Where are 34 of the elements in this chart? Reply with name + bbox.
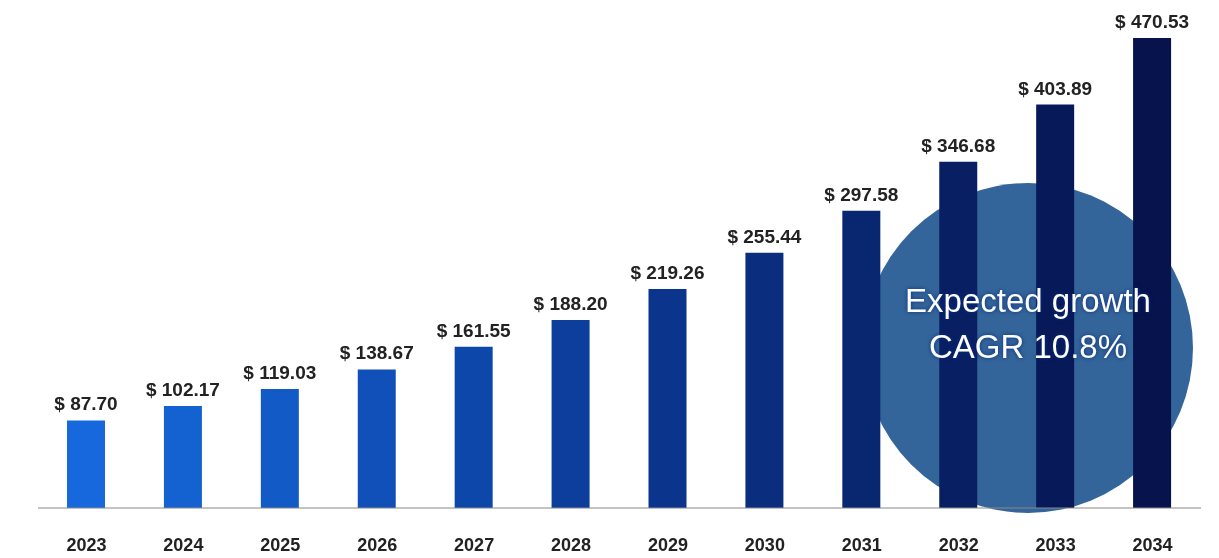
bar: [745, 252, 784, 508]
data-label: $ 297.58: [824, 183, 899, 205]
bar: [67, 420, 105, 508]
data-label: $ 102.17: [145, 378, 220, 400]
data-label: $ 403.89: [1018, 77, 1093, 99]
x-tick-label: 2030: [744, 534, 785, 555]
bar: [260, 389, 299, 508]
data-label: $ 87.70: [54, 393, 118, 415]
bar: [842, 210, 881, 508]
bar: [357, 369, 396, 508]
annotation: Expected growth CAGR 10.8%: [904, 281, 1152, 367]
x-tick-label: 2028: [551, 534, 592, 555]
bar: [648, 288, 687, 508]
data-label: $ 119.03: [243, 362, 317, 384]
data-label: $ 346.68: [921, 134, 996, 156]
x-tick-label: 2023: [66, 534, 107, 555]
x-tick-label: 2029: [647, 534, 688, 555]
x-tick-label: 2031: [841, 534, 882, 555]
bar: [454, 346, 493, 508]
bar: [163, 405, 202, 508]
x-tick-label: 2033: [1035, 534, 1076, 555]
data-label: $ 161.55: [436, 319, 512, 341]
x-tick-label: 2027: [454, 534, 495, 555]
x-tick-label: 2024: [163, 534, 204, 555]
data-label: $ 470.53: [1115, 11, 1190, 32]
x-tick-label: 2032: [938, 534, 979, 555]
x-tick-label: 2034: [1132, 534, 1173, 555]
data-label: $ 188.20: [533, 293, 608, 315]
x-tick-label: 2025: [260, 534, 301, 555]
data-label: $ 138.67: [339, 342, 414, 364]
bar: [551, 320, 590, 508]
data-label: $ 255.44: [727, 225, 802, 247]
x-tick-label: 2026: [357, 534, 398, 555]
data-label: $ 219.26: [630, 261, 705, 283]
